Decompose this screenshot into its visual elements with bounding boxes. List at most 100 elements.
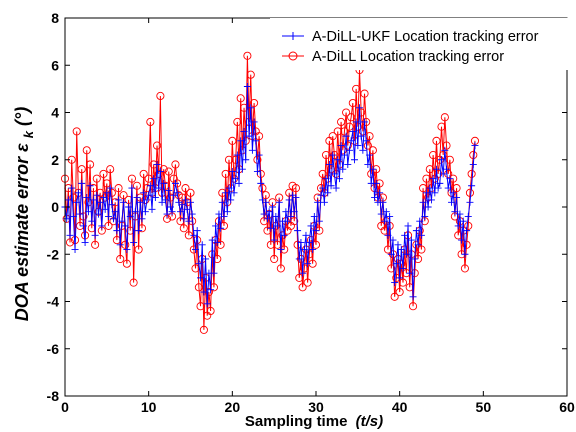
x-tick-label: 40 bbox=[392, 399, 408, 415]
data-point bbox=[382, 208, 390, 216]
data-point bbox=[138, 215, 146, 223]
data-point bbox=[161, 196, 169, 204]
data-point bbox=[409, 293, 417, 301]
data-point bbox=[210, 269, 218, 277]
data-point bbox=[179, 224, 188, 233]
data-point bbox=[305, 238, 313, 246]
data-point bbox=[364, 160, 372, 168]
data-point bbox=[347, 113, 356, 122]
data-point bbox=[98, 222, 106, 230]
data-point bbox=[358, 127, 367, 136]
data-point bbox=[243, 51, 252, 60]
data-point bbox=[220, 212, 228, 220]
y-axis-label: DOA estimate error ε k (°) bbox=[12, 107, 37, 321]
data-point bbox=[155, 184, 163, 192]
data-point bbox=[156, 91, 165, 101]
data-point bbox=[173, 189, 181, 197]
data-point bbox=[125, 203, 133, 211]
data-point bbox=[412, 227, 420, 235]
data-point bbox=[145, 191, 153, 199]
data-point bbox=[434, 184, 442, 192]
data-point bbox=[340, 127, 349, 136]
data-point bbox=[63, 215, 71, 223]
data-point bbox=[171, 160, 180, 169]
y-axis-label-text: DOA estimate error ε bbox=[12, 143, 32, 321]
data-point bbox=[250, 118, 258, 126]
data-point bbox=[71, 246, 79, 254]
data-point bbox=[337, 142, 345, 150]
data-point bbox=[195, 260, 203, 268]
data-point bbox=[206, 306, 215, 316]
data-point bbox=[176, 208, 184, 216]
data-point bbox=[66, 231, 74, 239]
data-point bbox=[99, 194, 107, 202]
data-point bbox=[156, 168, 164, 176]
data-point bbox=[78, 179, 86, 187]
data-point bbox=[333, 127, 342, 136]
data-point bbox=[237, 137, 245, 145]
data-point bbox=[180, 215, 188, 223]
data-point bbox=[459, 217, 467, 225]
data-point bbox=[332, 184, 340, 192]
data-point bbox=[454, 222, 462, 230]
data-point bbox=[245, 132, 253, 140]
data-point bbox=[232, 175, 240, 183]
legend-marker-circle bbox=[288, 51, 298, 61]
legend-entry-dill: A-DiLL Location tracking error bbox=[282, 49, 504, 65]
data-point bbox=[384, 231, 392, 239]
data-point bbox=[312, 227, 320, 235]
data-point bbox=[372, 179, 380, 187]
data-point bbox=[320, 198, 328, 206]
data-point bbox=[102, 179, 111, 188]
data-point bbox=[255, 151, 263, 159]
data-point bbox=[387, 250, 395, 258]
data-point bbox=[327, 182, 335, 190]
data-point bbox=[135, 227, 143, 235]
data-point bbox=[161, 181, 170, 190]
data-point bbox=[208, 236, 216, 244]
data-point bbox=[395, 287, 404, 297]
data-point bbox=[465, 188, 475, 197]
data-point bbox=[151, 194, 159, 202]
y-tick-label: -2 bbox=[47, 246, 60, 262]
data-point bbox=[417, 231, 425, 239]
data-point bbox=[96, 198, 104, 206]
data-point bbox=[140, 189, 148, 197]
data-point bbox=[406, 269, 414, 277]
data-point bbox=[228, 168, 236, 176]
data-point bbox=[462, 240, 471, 249]
legend-marker-plus bbox=[289, 32, 297, 40]
data-point bbox=[404, 222, 412, 230]
data-point bbox=[88, 217, 96, 225]
x-tick-label: 60 bbox=[559, 399, 575, 415]
data-point bbox=[295, 255, 303, 263]
data-point bbox=[221, 169, 230, 178]
data-point bbox=[223, 208, 231, 216]
data-point bbox=[335, 175, 343, 183]
data-point bbox=[257, 179, 265, 187]
data-point bbox=[287, 212, 295, 220]
data-point bbox=[266, 240, 275, 249]
x-tick-label: 30 bbox=[308, 399, 324, 415]
data-point bbox=[401, 231, 409, 239]
series-line bbox=[64, 55, 476, 330]
data-point bbox=[345, 146, 353, 154]
data-point bbox=[334, 156, 342, 164]
data-point bbox=[270, 236, 278, 244]
data-point bbox=[194, 283, 203, 292]
x-tick-label: 50 bbox=[476, 399, 492, 415]
data-point bbox=[305, 250, 314, 259]
legend: A-DiLL-UKF Location tracking error A-DiL… bbox=[270, 18, 570, 70]
data-point bbox=[458, 236, 466, 244]
data-point bbox=[325, 160, 333, 168]
data-point bbox=[253, 168, 261, 176]
data-point bbox=[83, 194, 91, 202]
data-point bbox=[322, 175, 330, 183]
data-point bbox=[233, 151, 241, 159]
data-point bbox=[130, 238, 138, 246]
data-point bbox=[267, 224, 275, 232]
data-point bbox=[248, 146, 256, 154]
data-point bbox=[122, 259, 131, 268]
data-point bbox=[394, 241, 402, 249]
data-point bbox=[230, 189, 238, 197]
